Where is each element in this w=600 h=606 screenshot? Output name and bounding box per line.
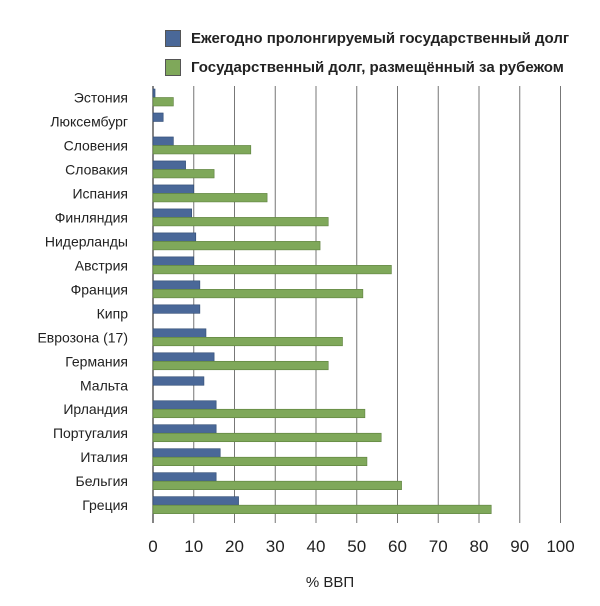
bar-rollover-debt: [152, 232, 197, 242]
category-label: Словакия: [65, 161, 128, 177]
category-label: Португалия: [53, 425, 128, 441]
bar-rollover-debt: [152, 376, 205, 386]
x-tick-label: 100: [546, 537, 574, 556]
x-tick-label: 90: [510, 537, 529, 556]
bar-foreign-debt: [152, 265, 392, 275]
bar-rollover-debt: [152, 160, 186, 170]
bar-rollover-debt: [152, 448, 221, 458]
bar-rollover-debt: [152, 112, 164, 122]
x-tick-label: 40: [307, 537, 326, 556]
category-label: Кипр: [97, 305, 129, 321]
category-label: Франция: [71, 281, 128, 297]
bar-rollover-debt: [152, 496, 239, 506]
bar-rollover-debt: [152, 88, 156, 98]
category-label: Словения: [64, 137, 128, 153]
category-label: Финляндия: [55, 209, 128, 225]
legend: Ежегодно пролонгируемый государственный …: [165, 26, 569, 84]
bar-rollover-debt: [152, 472, 217, 482]
category-label: Еврозона (17): [37, 329, 128, 345]
bar-rollover-debt: [152, 400, 217, 410]
bar-rollover-debt: [152, 256, 195, 266]
category-label: Люксембург: [50, 113, 128, 129]
bar-foreign-debt: [152, 145, 252, 155]
x-tick-label: 60: [388, 537, 407, 556]
bar-foreign-debt: [152, 169, 215, 179]
x-axis-title: % ВВП: [306, 574, 354, 591]
bar-foreign-debt: [152, 432, 382, 443]
category-label: Нидерланды: [45, 233, 128, 249]
x-tick-label: 70: [429, 537, 448, 556]
category-label: Испания: [72, 185, 128, 201]
bar-foreign-debt: [152, 97, 174, 107]
legend-item-rollover-debt: Ежегодно пролонгируемый государственный …: [165, 26, 569, 50]
legend-swatch-rollover-debt: [165, 29, 181, 47]
bar-foreign-debt: [152, 504, 492, 514]
bar-rollover-debt: [152, 208, 193, 218]
bar-rollover-debt: [152, 280, 201, 290]
bar-foreign-debt: [152, 360, 329, 371]
bar-foreign-debt: [152, 193, 268, 203]
x-tick-label: 80: [470, 537, 489, 556]
legend-item-foreign-debt: Государственный долг, размещённый за руб…: [165, 55, 569, 79]
x-tick-label: 0: [148, 537, 157, 556]
category-label: Ирландия: [63, 401, 128, 417]
bar-rollover-debt: [152, 136, 174, 146]
x-tick-label: 30: [266, 537, 285, 556]
bar-rollover-debt: [152, 424, 217, 434]
bar-rollover-debt: [152, 304, 201, 314]
category-label: Эстония: [74, 90, 128, 106]
legend-label-rollover-debt: Ежегодно пролонгируемый государственный …: [191, 29, 570, 47]
bar-foreign-debt: [152, 456, 368, 467]
bar-foreign-debt: [152, 289, 364, 299]
bar-foreign-debt: [152, 480, 402, 490]
bar-rollover-debt: [152, 352, 215, 362]
category-label: Австрия: [75, 257, 128, 273]
bar-foreign-debt: [152, 217, 329, 227]
legend-label-foreign-debt: Государственный долг, размещённый за руб…: [191, 58, 564, 76]
category-label: Бельгия: [76, 473, 128, 489]
category-label: Мальта: [80, 377, 128, 393]
legend-swatch-foreign-debt: [165, 58, 181, 76]
category-label: Италия: [80, 449, 128, 465]
bar-foreign-debt: [152, 336, 343, 347]
bar-foreign-debt: [152, 241, 321, 251]
bar-rollover-debt: [152, 328, 207, 338]
category-label: Германия: [65, 353, 128, 369]
x-tick-label: 50: [347, 537, 366, 556]
x-tick-label: 20: [225, 537, 244, 556]
bar-foreign-debt: [152, 408, 366, 419]
category-label: Греция: [82, 497, 128, 513]
x-tick-label: 10: [184, 537, 203, 556]
bar-rollover-debt: [152, 184, 195, 194]
